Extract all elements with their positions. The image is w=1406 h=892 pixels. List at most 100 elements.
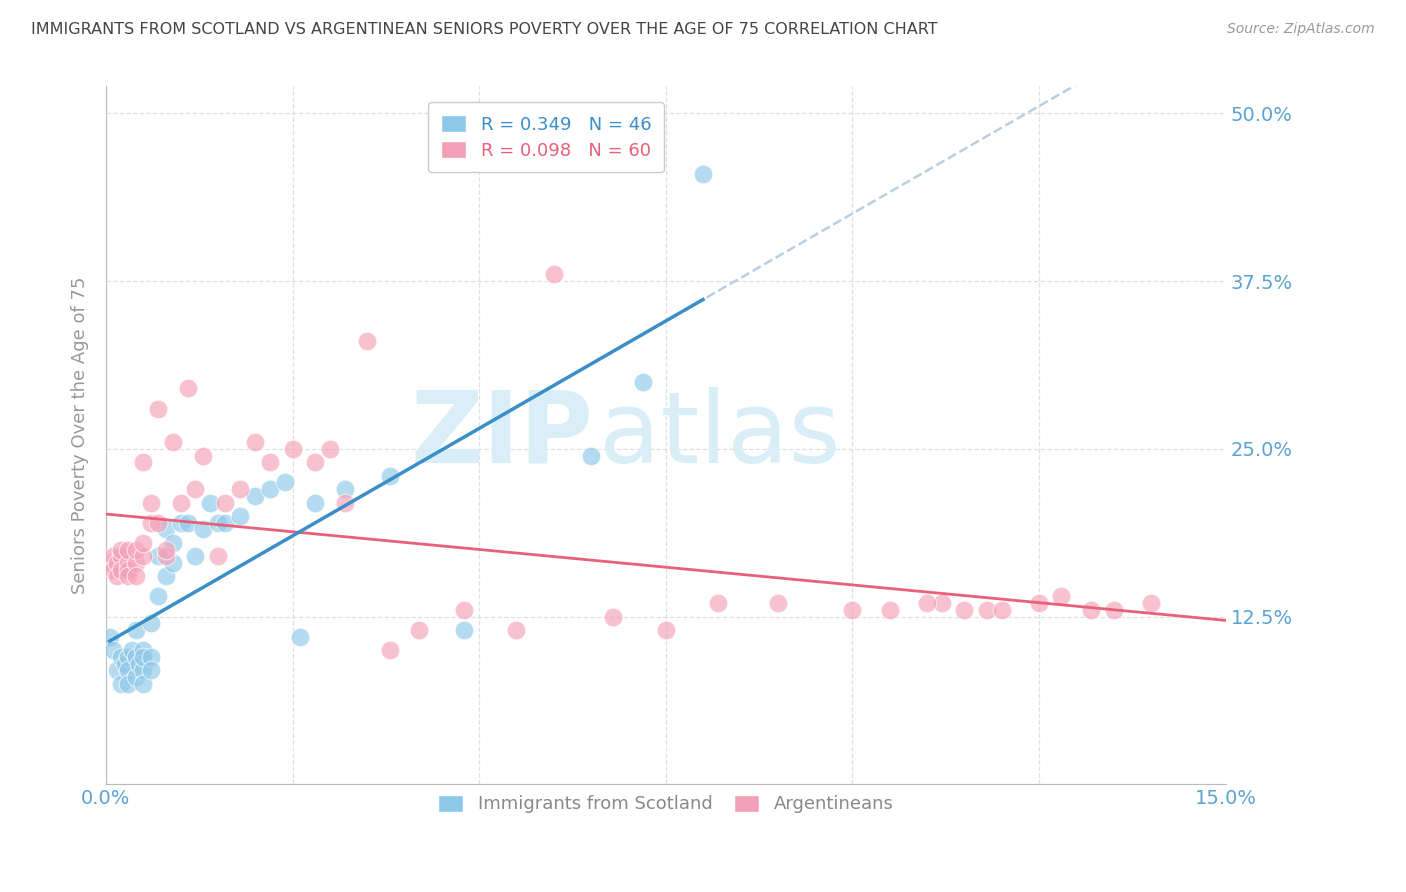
Point (162, 556, 184, 570)
Point (110, 677, 132, 691)
Point (155, 569, 177, 583)
Point (304, 495, 326, 509)
Point (105, 663, 128, 677)
Point (207, 549, 229, 564)
Point (707, 596, 730, 610)
Point (378, 468, 401, 483)
Point (288, 630, 311, 644)
Point (110, 563, 132, 577)
Point (169, 516, 191, 530)
Point (98, 630, 121, 644)
Point (214, 495, 236, 509)
Point (281, 442, 304, 456)
Point (1050, 590, 1073, 604)
Point (191, 449, 214, 463)
Point (990, 603, 1012, 617)
Point (103, 643, 125, 657)
Point (125, 670, 148, 684)
Point (105, 569, 128, 583)
Point (139, 663, 162, 677)
Point (128, 657, 150, 671)
Point (655, 623, 678, 637)
Point (125, 569, 148, 583)
Point (132, 455, 155, 469)
Point (229, 508, 252, 523)
Point (146, 549, 169, 564)
Point (229, 482, 252, 496)
Point (245, 489, 267, 503)
Point (110, 542, 132, 557)
Point (177, 516, 200, 530)
Point (453, 623, 475, 637)
Point (146, 516, 169, 530)
Point (155, 522, 177, 536)
Point (117, 569, 139, 583)
Point (162, 435, 184, 450)
Point (953, 603, 976, 617)
Point (103, 563, 125, 577)
Point (98, 556, 121, 570)
Point (117, 563, 139, 577)
Point (117, 542, 139, 557)
Point (976, 603, 998, 617)
Point (132, 677, 155, 691)
Point (274, 475, 297, 490)
Point (139, 649, 162, 664)
Point (139, 516, 162, 530)
Point (408, 623, 430, 637)
Point (579, 449, 602, 463)
Point (162, 536, 184, 550)
Point (1028, 596, 1050, 610)
Point (879, 603, 901, 617)
Point (207, 516, 229, 530)
Point (304, 455, 326, 469)
Point (633, 375, 655, 389)
Point (505, 623, 527, 637)
Point (155, 542, 177, 557)
Point (356, 334, 378, 349)
Y-axis label: Seniors Poverty Over the Age of 75: Seniors Poverty Over the Age of 75 (72, 277, 89, 594)
Point (1080, 603, 1102, 617)
Text: Source: ZipAtlas.com: Source: ZipAtlas.com (1227, 22, 1375, 37)
Point (214, 516, 236, 530)
Point (1140, 596, 1163, 610)
Point (453, 603, 475, 617)
Point (200, 495, 222, 509)
Point (103, 549, 125, 564)
Point (184, 549, 207, 564)
Point (146, 590, 169, 604)
Point (333, 495, 356, 509)
Point (184, 482, 207, 496)
Point (602, 609, 624, 624)
Point (378, 643, 401, 657)
Legend: Immigrants from Scotland, Argentineans: Immigrants from Scotland, Argentineans (427, 784, 904, 824)
Point (766, 596, 789, 610)
Text: ZIP: ZIP (411, 387, 593, 483)
Point (169, 495, 191, 509)
Point (117, 677, 139, 691)
Point (245, 435, 267, 450)
Point (121, 643, 143, 657)
Point (125, 556, 148, 570)
Point (319, 442, 342, 456)
Text: IMMIGRANTS FROM SCOTLAND VS ARGENTINEAN SENIORS POVERTY OVER THE AGE OF 75 CORRE: IMMIGRANTS FROM SCOTLAND VS ARGENTINEAN … (31, 22, 938, 37)
Point (177, 381, 200, 395)
Point (139, 616, 162, 631)
Point (915, 596, 938, 610)
Point (132, 549, 155, 564)
Point (114, 657, 136, 671)
Point (155, 549, 177, 564)
Point (841, 603, 863, 617)
Point (132, 643, 155, 657)
Point (105, 556, 128, 570)
Point (259, 455, 281, 469)
Point (1102, 603, 1125, 617)
Point (117, 649, 139, 664)
Point (132, 649, 155, 664)
Point (333, 482, 356, 496)
Point (543, 268, 565, 282)
Point (132, 536, 155, 550)
Point (125, 542, 148, 557)
Point (139, 495, 162, 509)
Point (146, 401, 169, 416)
